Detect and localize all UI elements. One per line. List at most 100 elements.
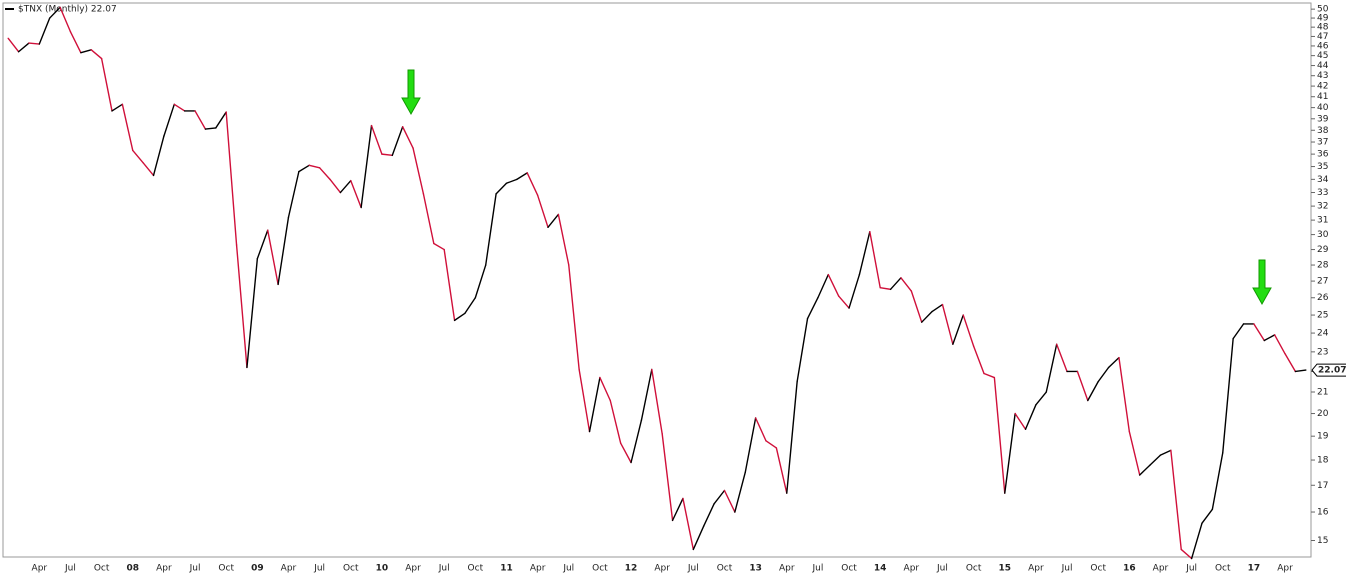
line-segment [17, 42, 30, 53]
line-segment [1045, 343, 1058, 393]
line-segment [433, 242, 445, 251]
line-segment [744, 417, 757, 474]
y-tick-label: 48 [1317, 23, 1329, 33]
x-tick-label: Apr [32, 564, 48, 574]
line-segment [464, 297, 477, 314]
y-tick-label: 31 [1317, 216, 1328, 226]
line-segment [619, 442, 632, 464]
line-segment [609, 399, 622, 444]
line-segment [588, 376, 601, 433]
line-segment [993, 376, 1006, 494]
line-segment [38, 17, 51, 45]
x-tick-label: 14 [874, 564, 887, 574]
y-tick-label: 45 [1317, 51, 1328, 61]
line-segment [59, 6, 72, 33]
x-tick-label: Jul [189, 564, 201, 574]
line-segment [910, 290, 923, 323]
y-tick-label: 42 [1317, 82, 1328, 92]
line-segment [318, 167, 331, 181]
line-segment [640, 368, 653, 421]
line-segment [983, 372, 996, 379]
line-segment [1087, 380, 1099, 402]
x-tick-label: 10 [376, 564, 389, 574]
x-tick-label: Oct [841, 564, 857, 574]
line-segment [1201, 508, 1214, 524]
line-segment [69, 31, 82, 54]
x-tick-label: Apr [1153, 564, 1169, 574]
annotation-arrow [401, 69, 1272, 306]
line-segment [1284, 353, 1297, 373]
x-tick-label: Oct [218, 564, 234, 574]
x-tick-label: 16 [1123, 564, 1136, 574]
x-tick-label: Apr [530, 564, 546, 574]
line-segment [806, 297, 819, 320]
line-segment [1273, 334, 1286, 355]
y-tick-label: 24 [1317, 329, 1329, 339]
x-tick-label: Oct [343, 564, 359, 574]
line-segment [1118, 356, 1131, 433]
line-segment [173, 103, 186, 112]
line-segment [256, 229, 269, 260]
x-tick-label: Jul [562, 564, 574, 574]
y-tick-label: 21 [1317, 388, 1328, 398]
line-segment [235, 244, 248, 369]
line-segment [1232, 323, 1245, 340]
line-segment [931, 303, 944, 313]
y-tick-label: 37 [1317, 138, 1328, 148]
line-segment [734, 471, 746, 513]
line-segment [1055, 343, 1068, 373]
line-segment [962, 314, 975, 347]
x-tick-label: 11 [500, 564, 513, 574]
line-segment [422, 193, 435, 245]
y-tick-label: 44 [1317, 61, 1329, 71]
x-tick-label: 17 [1248, 564, 1261, 574]
line-segment [100, 57, 113, 112]
y-tick-label: 49 [1317, 14, 1329, 24]
line-segment [1035, 391, 1047, 406]
y-tick-label: 30 [1317, 230, 1329, 240]
line-segment [111, 103, 124, 112]
y-tick-label: 50 [1317, 5, 1329, 15]
line-segment [298, 164, 310, 173]
line-segment [952, 314, 964, 345]
y-tick-label: 19 [1317, 432, 1329, 442]
line-segment [1097, 366, 1110, 383]
line-segment [412, 147, 425, 195]
x-tick-label: Oct [1090, 564, 1106, 574]
line-segment [152, 135, 165, 177]
line-segment [972, 345, 985, 375]
line-segment [547, 213, 560, 228]
line-segment [848, 273, 861, 309]
line-segment [1139, 464, 1151, 476]
line-segment [485, 193, 497, 266]
line-segment [443, 248, 456, 322]
line-segment [142, 162, 155, 177]
x-tick-label: Jul [1185, 564, 1197, 574]
y-tick-label: 27 [1317, 277, 1328, 287]
line-segment [90, 49, 103, 60]
line-segment [526, 172, 539, 196]
y-tick-label: 26 [1317, 293, 1329, 303]
plot-frame [2, 2, 1312, 558]
y-tick-label: 46 [1317, 41, 1329, 51]
line-segment [796, 317, 809, 383]
last-value-label: 22.07 [1318, 366, 1346, 376]
y-tick-label: 29 [1317, 245, 1329, 255]
x-tick-label: Oct [717, 564, 733, 574]
line-segment [889, 277, 902, 291]
line-segment [350, 179, 362, 209]
line-segment [1159, 449, 1172, 456]
x-tick-label: Oct [1215, 564, 1231, 574]
y-tick-label: 32 [1317, 202, 1328, 212]
line-segment [703, 503, 715, 527]
line-segment [1024, 404, 1037, 430]
x-tick-label: Apr [1277, 564, 1293, 574]
x-tick-label: 15 [998, 564, 1011, 574]
y-tick-label: 34 [1317, 175, 1329, 185]
x-tick-label: 08 [126, 564, 139, 574]
line-segment [786, 380, 798, 494]
line-segment [49, 6, 61, 19]
legend-label: $TNX (Monthly) 22.07 [18, 5, 117, 15]
line-segment [453, 312, 466, 322]
